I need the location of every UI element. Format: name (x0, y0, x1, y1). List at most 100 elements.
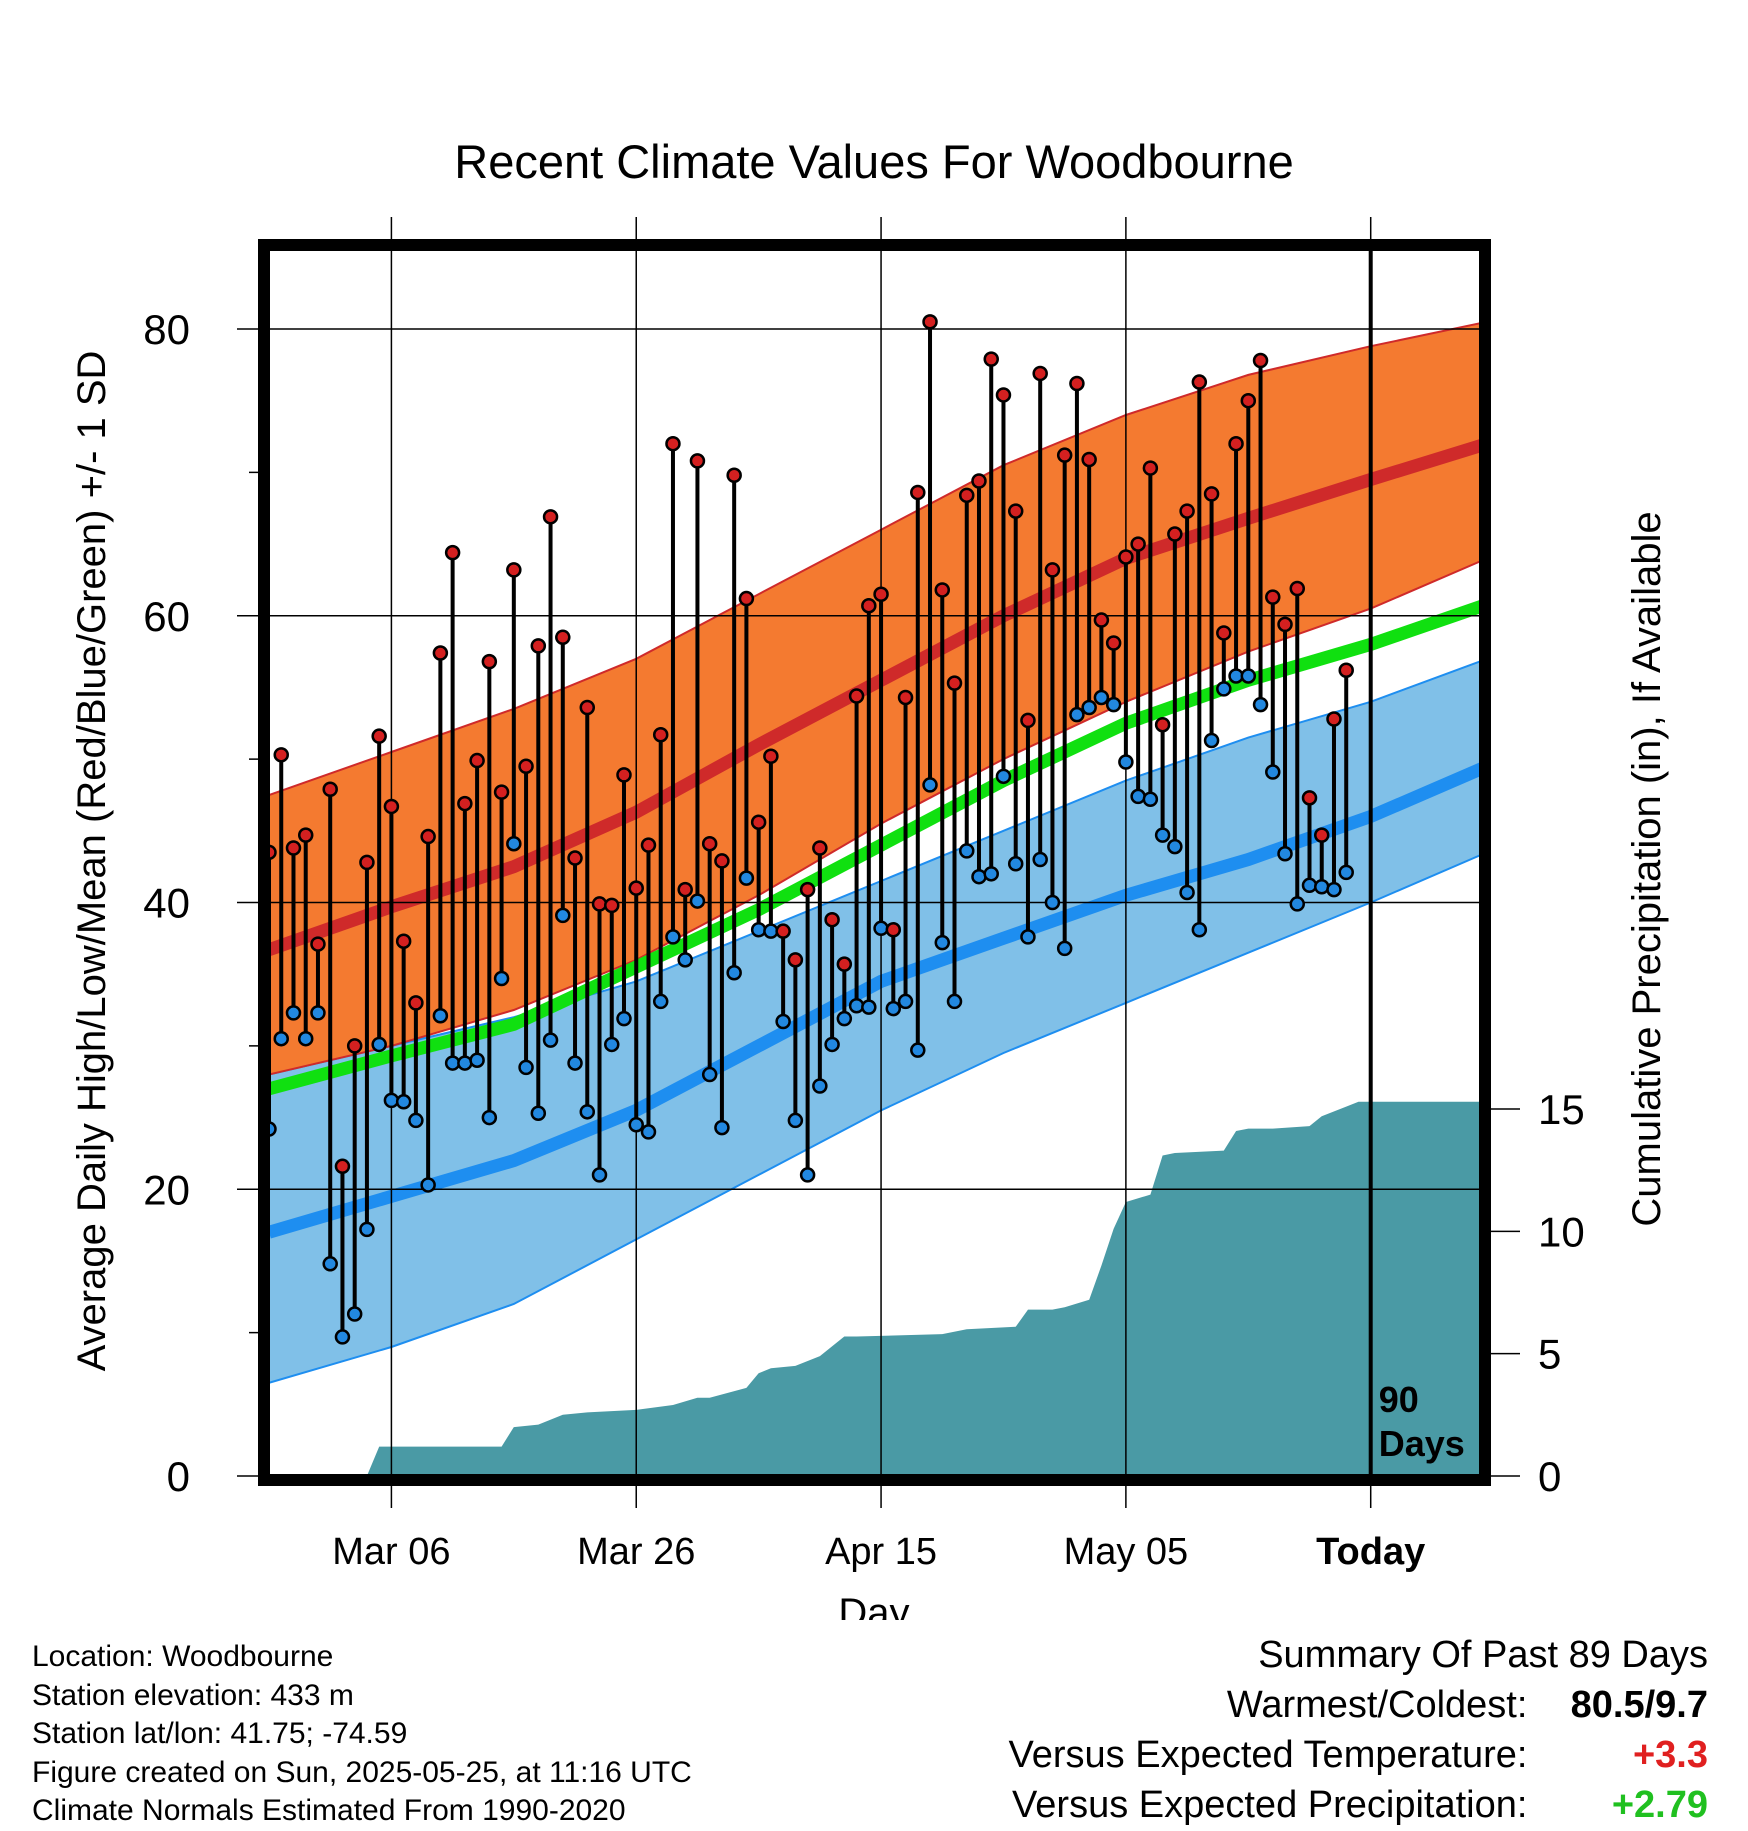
daily-low-point (873, 920, 889, 937)
daily-low-point (1191, 921, 1208, 938)
daily-low-point (555, 907, 571, 924)
daily-high-point (787, 952, 804, 968)
elevation-text: Station elevation: 433 m (32, 1678, 354, 1712)
daily-high-point (322, 781, 338, 797)
daily-high-point (701, 835, 718, 852)
daily-low-point (910, 1042, 926, 1058)
latlon-text: Station lat/lon: 41.75; -74.59 (32, 1717, 408, 1751)
daily-high-point (1265, 589, 1281, 605)
daily-low-point (726, 965, 742, 981)
daily-low-point (530, 1105, 547, 1122)
daily-high-point (1252, 352, 1269, 369)
daily-low-point (701, 1066, 718, 1083)
daily-high-point (1069, 375, 1085, 392)
daily-high-point (738, 590, 755, 607)
daily-high-point (665, 435, 681, 452)
daily-high-point (1007, 503, 1024, 519)
daily-low-point (652, 993, 669, 1010)
daily-low-point (1252, 696, 1269, 713)
daily-high-point (689, 453, 706, 469)
daily-low-point (457, 1055, 473, 1071)
daily-high-point (1081, 451, 1097, 468)
daily-low-point (983, 866, 999, 882)
daily-low-point (812, 1078, 828, 1094)
y2-tick-label: 10 (1538, 1208, 1585, 1255)
daily-low-point (395, 1094, 412, 1110)
daily-high-point (444, 544, 461, 561)
daily-high-point (1277, 616, 1293, 633)
daily-low-point (1130, 788, 1146, 805)
summary-panel: Summary Of Past 89 Days Warmest/Coldest:… (1009, 1630, 1708, 1830)
daily-high-point (297, 827, 314, 843)
y-axis-label: Average Daily High/Low/Mean (Red/Blue/Gr… (70, 351, 114, 1372)
daily-low-point (971, 868, 987, 885)
daily-high-point (432, 645, 449, 661)
y-tick-label: 80 (143, 306, 190, 353)
daily-low-point (542, 1032, 559, 1048)
daily-high-point (775, 923, 791, 939)
daily-high-point (334, 1158, 351, 1175)
daily-low-point (689, 893, 706, 909)
precipitation-departure-value: +2.79 (1611, 1784, 1708, 1826)
x-tick-label: Apr 15 (825, 1531, 937, 1573)
daily-high-point (726, 467, 742, 483)
daily-high-point (1142, 460, 1159, 476)
daily-high-point (836, 956, 853, 972)
daily-high-point (310, 936, 326, 952)
daily-high-point (885, 921, 902, 938)
daily-low-point (420, 1177, 436, 1193)
daily-high-point (1105, 635, 1122, 651)
precipitation-departure-row: Versus Expected Precipitation: +2.79 (1009, 1780, 1708, 1830)
warmest-coldest-label: Warmest/Coldest: (1226, 1684, 1528, 1726)
daily-high-point (861, 597, 877, 614)
y-tick-label: 0 (167, 1453, 190, 1500)
y-tick-label: 20 (143, 1166, 190, 1213)
daily-high-point (346, 1038, 363, 1054)
summary-heading: Summary Of Past 89 Days (1258, 1634, 1708, 1676)
daily-low-point (665, 929, 681, 945)
daily-high-point (493, 784, 510, 800)
daily-high-point (799, 881, 816, 898)
daily-low-point (787, 1112, 804, 1129)
daily-low-point (677, 952, 693, 968)
daily-high-point (408, 995, 424, 1011)
daily-low-point (1313, 878, 1330, 895)
temperature-departure-label: Versus Expected Temperature: (1008, 1734, 1528, 1776)
daily-low-point (322, 1256, 338, 1272)
daily-low-point (1326, 881, 1342, 898)
daily-low-point (861, 999, 877, 1015)
daily-high-point (971, 473, 987, 489)
daily-low-point (922, 777, 938, 793)
daily-high-point (469, 752, 485, 769)
location-text: Location: Woodbourne (32, 1640, 334, 1673)
y-tick-label: 40 (143, 880, 190, 927)
daily-high-point (567, 850, 583, 866)
daily-low-point (995, 768, 1012, 785)
chart-title: Recent Climate Values For Woodbourne (454, 135, 1293, 188)
created-text: Figure created on Sun, 2025-05-25, at 11… (32, 1755, 692, 1789)
today-days-label: 90 (1379, 1379, 1419, 1420)
daily-high-point (824, 911, 840, 928)
daily-low-point (591, 1167, 608, 1183)
daily-low-point (1167, 838, 1183, 855)
daily-high-point (1179, 503, 1195, 519)
daily-high-point (383, 798, 400, 815)
daily-high-point (1313, 827, 1330, 843)
daily-low-point (616, 1010, 632, 1027)
daily-low-point (1142, 791, 1159, 808)
station-info: Location: Woodbourne Station elevation: … (32, 1638, 692, 1831)
daily-low-point (836, 1010, 853, 1027)
daily-low-point (469, 1052, 485, 1068)
daily-low-point (1056, 940, 1073, 957)
daily-high-point (1326, 711, 1342, 727)
x-axis-label: Day (838, 1591, 909, 1620)
warmest-coldest-row: Warmest/Coldest: 80.5/9.7 (1009, 1680, 1708, 1730)
daily-high-point (371, 728, 387, 744)
daily-high-point (677, 881, 693, 898)
daily-low-point (750, 921, 767, 938)
temperature-departure-value: +3.3 (1632, 1734, 1708, 1776)
daily-high-point (750, 814, 767, 830)
daily-high-point (652, 727, 669, 743)
daily-high-point (1154, 716, 1171, 733)
precipitation-departure-label: Versus Expected Precipitation: (1012, 1784, 1528, 1826)
